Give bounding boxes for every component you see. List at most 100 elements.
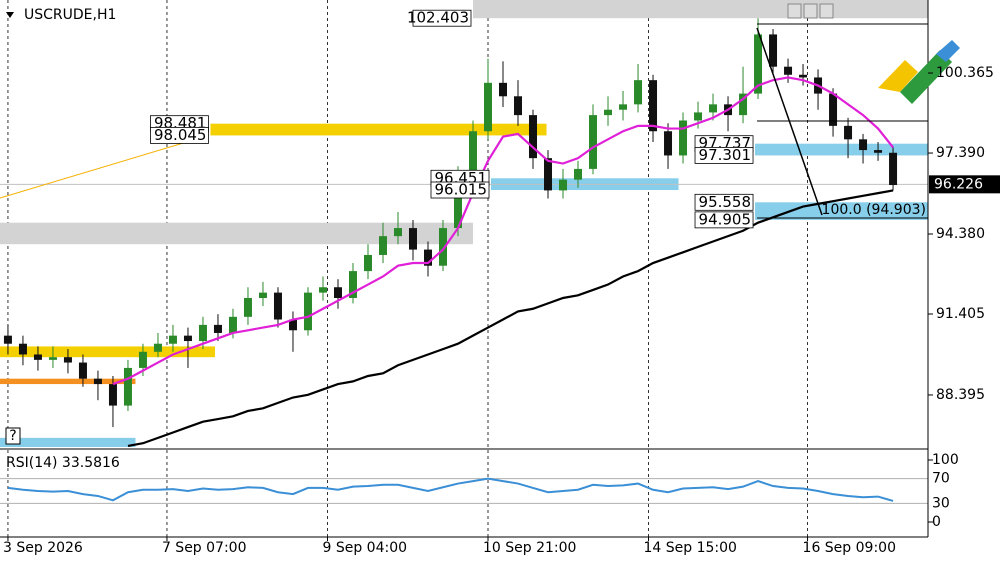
label-box <box>694 147 754 164</box>
last-price-box <box>929 175 1000 194</box>
candle <box>63 349 72 374</box>
logo <box>878 40 960 104</box>
candle <box>183 327 192 368</box>
candle <box>363 244 372 280</box>
candle-body <box>138 351 147 368</box>
candle-body <box>123 367 132 406</box>
rsi-title: RSI(14) 33.5816 <box>6 455 120 471</box>
candle-body <box>589 115 598 169</box>
fib-label: 100.0 (94.903) <box>822 202 926 218</box>
trend-line <box>0 137 201 199</box>
candle-body <box>228 316 237 333</box>
candle <box>378 222 387 264</box>
candle-body <box>273 292 282 320</box>
candle <box>589 104 598 175</box>
candle-body <box>664 131 673 156</box>
chart-title: USCRUDE,H1 <box>24 7 116 23</box>
candle <box>709 93 718 121</box>
y-tick-label: 100.365 <box>936 65 994 81</box>
logo-part <box>936 40 960 62</box>
zone-label: 102.403 <box>407 9 469 27</box>
candle-body <box>799 74 808 78</box>
candle-body <box>78 362 87 379</box>
candle-body <box>363 254 372 272</box>
candle-body <box>754 34 763 94</box>
candle-body <box>318 287 327 293</box>
y-tick-label: 0 <box>932 514 941 530</box>
candle <box>18 335 27 366</box>
candle-body <box>649 80 658 132</box>
marker-box <box>5 427 21 445</box>
candle-body <box>198 324 207 342</box>
candle <box>438 220 447 272</box>
candle-body <box>844 125 853 140</box>
zone <box>755 202 928 220</box>
candle <box>3 324 12 355</box>
candle-body <box>408 228 417 250</box>
candle <box>288 311 297 352</box>
candle-body <box>93 378 102 385</box>
candle <box>649 74 658 143</box>
candle-body <box>168 335 177 344</box>
fib-diagonal <box>756 27 823 216</box>
zone-label: 94.905 <box>699 210 752 228</box>
candle-body <box>529 115 538 159</box>
candle-body <box>514 96 523 116</box>
candle <box>258 281 267 307</box>
candle-body <box>303 292 312 331</box>
moving-average <box>112 76 894 386</box>
y-tick-label: 94.380 <box>936 226 985 242</box>
candle-body <box>499 82 508 97</box>
y-tick-label: 30 <box>932 495 950 511</box>
candle-body <box>348 271 357 298</box>
candle-body <box>769 34 778 67</box>
zone <box>0 346 215 358</box>
button[interactable] <box>819 3 834 19</box>
candle <box>874 142 883 161</box>
zone <box>755 143 928 156</box>
candle-body <box>634 80 643 105</box>
candle <box>243 287 252 325</box>
zone-label: 98.045 <box>154 126 207 144</box>
y-tick-label: 88.395 <box>936 387 985 403</box>
zone <box>473 0 928 19</box>
candle-body <box>544 158 553 191</box>
candle-body <box>183 335 192 342</box>
y-tick-label: 70 <box>932 471 950 487</box>
candle <box>784 58 793 83</box>
candle <box>544 150 553 199</box>
candle <box>829 88 838 137</box>
candle <box>393 211 402 245</box>
candle-body <box>559 179 568 191</box>
candle-body <box>574 168 583 180</box>
rsi-line <box>7 477 894 502</box>
candle <box>213 314 222 342</box>
button[interactable] <box>803 3 818 19</box>
candle-body <box>213 324 222 333</box>
zone-label: 95.558 <box>699 193 752 211</box>
candle <box>664 123 673 169</box>
candle-body <box>694 112 703 121</box>
candle-body <box>243 298 252 317</box>
button[interactable] <box>787 3 802 19</box>
candle-body <box>378 236 387 255</box>
candle-body <box>619 104 628 110</box>
candle-body <box>709 104 718 113</box>
zone-label: 97.301 <box>699 146 752 164</box>
candle-body <box>453 179 462 229</box>
label-box <box>150 127 209 144</box>
candle <box>78 354 87 387</box>
candle <box>153 332 162 358</box>
toolbar-buttons[interactable] <box>787 3 834 19</box>
candle <box>484 58 493 140</box>
candle <box>619 90 628 121</box>
x-tick-label: 3 Sep 2026 <box>3 540 83 556</box>
candle-body <box>258 292 267 298</box>
candle <box>604 96 613 126</box>
zone <box>0 378 136 385</box>
candle-body <box>423 249 432 266</box>
candle-body <box>108 384 117 406</box>
candle-body <box>469 131 478 180</box>
candle <box>499 61 508 108</box>
